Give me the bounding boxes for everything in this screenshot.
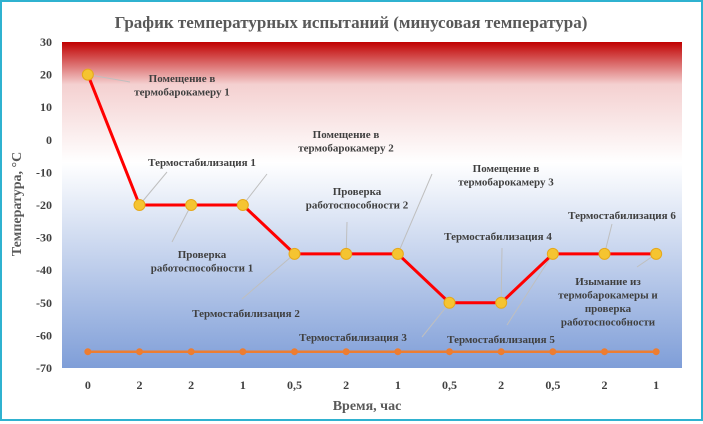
annotation-label: Термостабилизация 3 bbox=[299, 332, 407, 344]
annotation-leader bbox=[421, 302, 450, 338]
data-point bbox=[133, 199, 146, 211]
x-tick-label: 1 bbox=[653, 378, 659, 392]
x-tick-label: 0,5 bbox=[545, 378, 560, 392]
annotation-label: Изымание из термобарокамеры и проверка рабо… bbox=[558, 276, 658, 329]
annotation-leader bbox=[506, 253, 554, 326]
x-axis-title: Время, час bbox=[333, 399, 402, 414]
annotation-label: Термостабилизация 1 bbox=[148, 157, 256, 169]
annotation-label: Проверка работоспособности 1 bbox=[151, 249, 253, 275]
y-tick-label: -40 bbox=[36, 263, 52, 277]
annotation-label: Термостабилизация 4 bbox=[444, 231, 552, 243]
y-tick-label: 10 bbox=[40, 100, 52, 114]
x-tick-label: 0 bbox=[85, 378, 91, 392]
annotation-leader bbox=[171, 204, 192, 243]
annotation-label: Помещение в термобарокамеру 2 bbox=[298, 129, 394, 155]
data-point bbox=[239, 348, 247, 356]
chart-title: График температурных испытаний (минусова… bbox=[115, 13, 588, 32]
x-tick-label: 0,5 bbox=[287, 378, 302, 392]
annotation-label: Помещение в термобарокамеру 1 bbox=[134, 73, 229, 99]
data-point bbox=[391, 247, 404, 260]
data-point bbox=[549, 348, 557, 356]
annotation-label: Помещение в термобарокамеру 3 bbox=[458, 163, 554, 189]
data-point bbox=[446, 348, 453, 356]
x-tick-label: 1 bbox=[395, 378, 401, 392]
data-point bbox=[598, 247, 611, 260]
x-tick-label: 2 bbox=[137, 378, 143, 392]
series-line-1 bbox=[86, 74, 657, 305]
x-tick-label: 1 bbox=[240, 378, 246, 392]
data-point bbox=[81, 68, 94, 81]
data-point bbox=[546, 247, 559, 260]
data-point bbox=[236, 199, 249, 211]
data-point bbox=[443, 296, 456, 309]
annotation-leader bbox=[139, 171, 168, 206]
data-point bbox=[136, 348, 143, 356]
data-point bbox=[601, 348, 608, 356]
annotation-leader bbox=[500, 247, 503, 303]
data-point bbox=[291, 348, 298, 356]
data-point bbox=[497, 348, 505, 356]
x-tick-label: 2 bbox=[498, 378, 504, 392]
y-axis-title: Температура, °С bbox=[10, 152, 25, 256]
annotation-leader bbox=[242, 173, 268, 206]
data-point bbox=[288, 247, 301, 260]
x-tick-label: 2 bbox=[188, 378, 194, 392]
data-point bbox=[394, 348, 402, 356]
y-tick-label: 0 bbox=[46, 133, 52, 147]
y-tick-label: -20 bbox=[36, 198, 52, 212]
data-point bbox=[342, 348, 350, 356]
line-chart: График температурных испытаний (минусова… bbox=[10, 13, 682, 414]
y-tick-label: -10 bbox=[36, 165, 52, 179]
data-point bbox=[84, 348, 92, 356]
annotation-leader bbox=[87, 74, 131, 83]
y-tick-label: -50 bbox=[36, 296, 52, 310]
y-tick-label: -60 bbox=[36, 328, 52, 342]
y-tick-label: -70 bbox=[36, 361, 52, 375]
x-tick-label: 2 bbox=[343, 378, 349, 392]
data-point bbox=[340, 247, 353, 260]
data-point bbox=[495, 296, 508, 309]
x-tick-label: 2 bbox=[602, 378, 608, 392]
data-point bbox=[650, 247, 663, 260]
data-point bbox=[187, 348, 195, 356]
annotation-leader bbox=[241, 253, 295, 300]
annotation-label: Проверка работоспособности 2 bbox=[306, 186, 409, 212]
annotation-label: Термостабилизация 5 bbox=[447, 334, 555, 346]
data-point bbox=[652, 348, 660, 356]
annotation-leader bbox=[397, 173, 433, 255]
y-tick-label: 30 bbox=[40, 35, 52, 49]
x-tick-label: 0,5 bbox=[442, 378, 457, 392]
annotation-label: Термостабилизация 2 bbox=[192, 308, 300, 320]
annotation-label: Термостабилизация 6 bbox=[568, 210, 676, 222]
y-tick-label: -30 bbox=[36, 231, 52, 245]
y-tick-label: 20 bbox=[40, 68, 52, 82]
data-point bbox=[185, 199, 198, 211]
